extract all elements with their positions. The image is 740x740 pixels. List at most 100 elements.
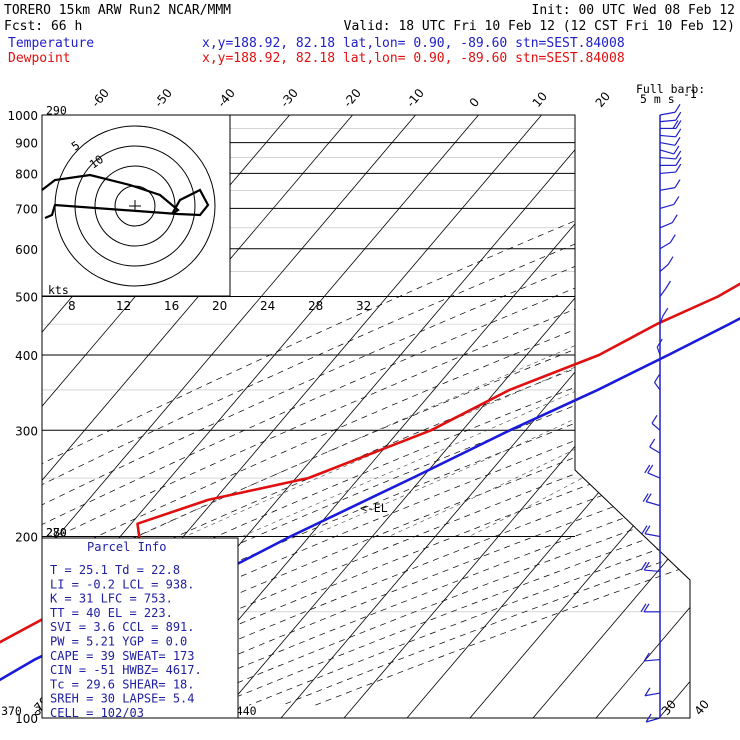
wind-barb	[641, 525, 661, 538]
hodograph-speed-tick: 24	[260, 299, 275, 313]
barb-key: Full barb: 5 m s -1	[636, 82, 705, 106]
wind-barb-flag	[656, 338, 663, 348]
wind-barb-staff	[659, 156, 676, 160]
wind-barb-flag	[640, 561, 647, 571]
wind-barb	[649, 438, 661, 454]
wind-barb	[659, 214, 678, 229]
pressure-tick-label: 700	[15, 202, 38, 216]
wind-barb	[660, 157, 682, 166]
wind-barb	[659, 196, 680, 209]
header-line2-left: Fcst: 66 h	[4, 19, 82, 34]
wind-barb-flag	[675, 163, 682, 173]
pressure-tick-label: 400	[15, 349, 38, 363]
pressure-tick-label: 300	[15, 424, 38, 438]
wind-barb-staff	[645, 717, 661, 723]
wind-barb-flag	[644, 687, 651, 697]
parcel-info-row: PW = 5.21 YGP = 0.0	[50, 635, 187, 649]
wind-barb-flag	[674, 179, 681, 188]
barb-key-value: 5 m s	[640, 92, 675, 106]
wind-barb-flag	[640, 603, 647, 613]
isotherm-line	[722, 115, 740, 718]
wind-barb	[659, 179, 681, 191]
wind-barb	[659, 234, 676, 250]
isotherm-label: -40	[215, 86, 238, 110]
wind-barb	[644, 464, 661, 479]
wind-barb	[659, 150, 682, 160]
wind-barb-flag	[642, 493, 649, 502]
isotherm-line	[217, 115, 690, 718]
wind-barb	[643, 652, 661, 662]
wind-barb	[651, 415, 661, 431]
isotherm-label: 10	[530, 89, 551, 110]
wind-barb	[660, 120, 682, 130]
wind-barb	[659, 280, 671, 297]
dry-adiabat-line	[42, 115, 690, 706]
dry-adiabat-line	[42, 115, 690, 706]
wind-barb-staff	[659, 222, 673, 229]
wind-barb-staff	[659, 149, 675, 155]
wind-barb-staff	[644, 569, 661, 573]
pressure-tick-label: 1000	[7, 109, 38, 123]
theta-left-label: 290	[46, 104, 67, 118]
parcel-info-row: LI = -0.2 LCL = 938.	[50, 577, 195, 591]
hodograph-speed-tick: 32	[356, 299, 371, 313]
dry-adiabat-line	[315, 115, 690, 706]
wind-barb-flag	[673, 196, 680, 205]
wind-barb-staff	[659, 142, 676, 146]
theta-left-label: 270	[46, 525, 67, 539]
wind-barb	[659, 163, 682, 175]
isotherm-label: -50	[152, 86, 175, 110]
isotherm-line	[469, 115, 690, 718]
parcel-info-row: CELL = 102/03	[50, 706, 144, 720]
wind-barb	[640, 561, 661, 573]
wind-barb	[659, 307, 669, 325]
wind-barb-flag	[675, 157, 682, 166]
legend-dewpoint: Dewpoint	[8, 51, 71, 66]
wind-barb-staff	[659, 111, 676, 116]
profile-dewpoint	[0, 282, 740, 644]
hodograph-speed-tick: 16	[164, 299, 179, 313]
wind-barb-flag	[673, 145, 680, 155]
hodograph-speed-tick: 8	[68, 299, 76, 313]
wind-barb-flag	[641, 525, 648, 535]
wind-barb-staff	[659, 119, 676, 123]
dry-adiabat-line	[42, 115, 690, 706]
hodograph-unit-label: kts	[48, 283, 69, 297]
wind-barb-flag	[675, 120, 682, 129]
parcel-info-row: SVI = 3.6 CCL = 891.	[50, 620, 195, 634]
parcel-info-row: CAPE = 39 SWEAT= 173	[50, 649, 195, 663]
wind-barb-flag	[644, 525, 651, 535]
wind-barb-staff	[656, 346, 661, 356]
isotherm-label: -30	[278, 86, 301, 110]
parcel-info-row: SREH = 30 LAPSE= 5.4	[50, 692, 195, 706]
wind-barb	[654, 374, 661, 391]
pressure-tick-label: 500	[15, 291, 38, 305]
wind-barb	[659, 103, 681, 116]
pressure-tick-label: 600	[15, 243, 38, 257]
wind-barb	[659, 256, 674, 273]
theta-label: 440	[236, 704, 257, 718]
dry-adiabat-line	[42, 115, 690, 706]
wind-barb-staff	[644, 533, 661, 538]
wind-barb-staff	[659, 134, 676, 138]
moist-adiabat-line	[241, 115, 690, 537]
wind-barb-staff	[647, 472, 661, 479]
wind-barb-flag	[643, 652, 650, 662]
wind-barb-staff	[659, 187, 676, 191]
wind-barb-flag	[674, 137, 681, 146]
theta-left-label: 280	[46, 525, 67, 539]
wind-barb	[659, 111, 682, 123]
wind-barb-flag	[643, 561, 650, 571]
hodograph-ring	[94, 165, 176, 247]
wind-barb	[640, 603, 660, 613]
wind-barb-flag	[675, 128, 682, 138]
dry-adiabat-line	[215, 115, 690, 706]
moist-adiabat-line	[469, 115, 690, 537]
isotherm-line	[532, 115, 690, 718]
header: TORERO 15km ARW Run2 NCAR/MMM Init: 00 U…	[4, 3, 735, 66]
wind-barb	[645, 713, 661, 723]
isotherm-line	[42, 115, 416, 718]
location-line-2: x,y=188.92, 82.18 lat,lon= 0.90, -89.60 …	[202, 51, 625, 66]
header-line2-right: Valid: 18 UTC Fri 10 Feb 12 (12 CST Fri …	[344, 19, 735, 34]
wind-barb-staff	[644, 658, 661, 662]
